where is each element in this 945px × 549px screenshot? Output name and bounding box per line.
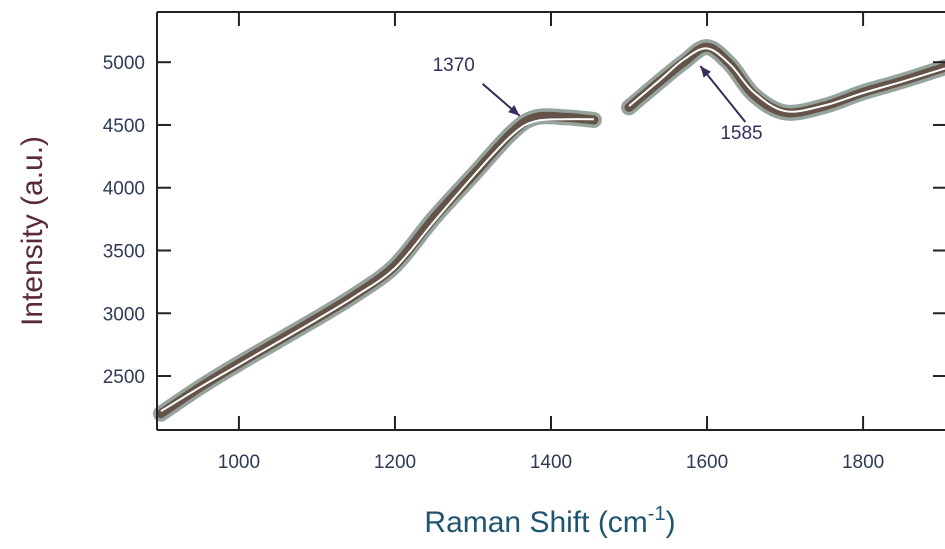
x-axis-title-superscript: -1 xyxy=(648,503,666,525)
y-tick-label-4500: 4500 xyxy=(103,116,145,137)
x-axis-title-close: ) xyxy=(666,506,676,539)
annotation-arrowhead-1370 xyxy=(508,105,520,116)
x-tick-label-1800: 1800 xyxy=(842,452,884,473)
y-axis-title: Intensity (a.u.) xyxy=(16,136,49,326)
fit-curve-line-0 xyxy=(160,118,594,413)
y-tick-label-4000: 4000 xyxy=(103,179,145,200)
x-tick-label-1000: 1000 xyxy=(218,452,260,473)
x-axis-title: Raman Shift (cm-1) xyxy=(424,503,675,539)
y-tick-label-2500: 2500 xyxy=(103,367,145,388)
x-tick-label-1200: 1200 xyxy=(374,452,416,473)
annotation-arrow-1585 xyxy=(699,65,747,123)
annotation-label-1370: 1370 xyxy=(433,55,475,76)
fit-curve-line-1 xyxy=(628,47,945,113)
y-tick-label-3500: 3500 xyxy=(103,241,145,262)
x-axis-title-main: Raman Shift (cm xyxy=(424,506,647,539)
x-tick-label-1400: 1400 xyxy=(530,452,572,473)
y-tick-label-5000: 5000 xyxy=(103,53,145,74)
annotation-arrowhead-1585 xyxy=(700,66,711,78)
data-series-line-0 xyxy=(156,111,599,419)
x-tick-label-1600: 1600 xyxy=(686,452,728,473)
y-tick-label-3000: 3000 xyxy=(103,304,145,325)
annotation-label-1585: 1585 xyxy=(720,123,762,144)
data-series-line-1 xyxy=(624,42,945,118)
